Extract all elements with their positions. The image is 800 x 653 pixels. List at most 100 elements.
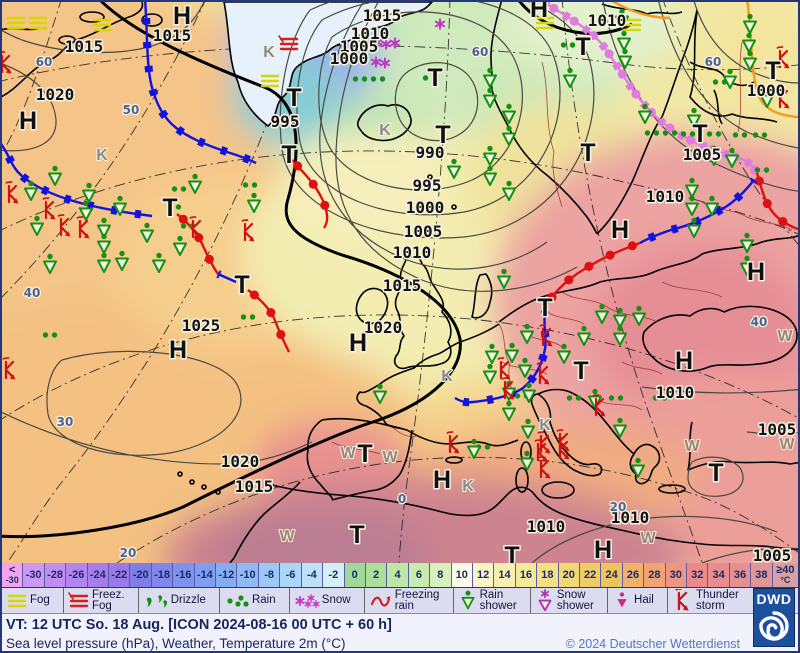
scale-cell: -14 — [194, 563, 217, 587]
graticule-label: 40 — [24, 286, 41, 300]
pressure-label: 1005 — [753, 546, 792, 563]
high-center-label: H — [349, 329, 367, 357]
graticule-label: 60 — [472, 45, 489, 59]
pressure-label: 990 — [416, 143, 445, 162]
rain-icon — [227, 594, 249, 607]
low-center-label: T — [357, 440, 372, 468]
pressure-label: 1015 — [153, 26, 192, 45]
graticule-label: 20 — [120, 546, 137, 560]
air-mass-letter: W — [684, 438, 700, 455]
high-center-label: H — [747, 258, 765, 286]
scale-cell: ≥40 °C — [772, 563, 798, 587]
copyright-text: © 2024 Deutscher Wetterdienst — [565, 636, 740, 651]
low-center-label: T — [281, 141, 296, 169]
weather-map-svg: 1015101510201015101010051000995990995101… — [2, 2, 798, 563]
scale-cell: -24 — [87, 563, 110, 587]
graticule-label: 0 — [398, 492, 406, 506]
low-center-label: T — [286, 84, 301, 112]
front-warm — [172, 209, 223, 279]
scale-cell: 10 — [451, 563, 473, 587]
low-center-label: T — [427, 64, 442, 92]
graticule — [2, 2, 798, 563]
air-mass-letter: K — [441, 368, 453, 385]
temperature-shading — [2, 2, 798, 563]
pressure-label: 1010 — [588, 11, 627, 30]
pressure-label: 1005 — [404, 222, 443, 241]
scale-cell: 12 — [472, 563, 495, 587]
pressure-label: 1010 — [527, 517, 566, 536]
scale-cell: -22 — [109, 563, 131, 587]
air-mass-letter: K — [96, 147, 108, 164]
scale-cell: 30 — [665, 563, 687, 587]
high-center-label: H — [173, 2, 191, 30]
air-mass-letter: W — [279, 528, 295, 545]
low-center-label: T — [708, 459, 723, 487]
legend-item-snow-shower: Snow shower — [531, 588, 609, 613]
high-center-label: H — [530, 2, 548, 23]
graticule-label: 40 — [751, 315, 768, 329]
air-mass-letter: W — [779, 436, 795, 453]
legend-item-freezing-fog: Freez. Fog — [64, 588, 139, 613]
front-warm — [543, 238, 645, 308]
scale-cell: 4 — [387, 563, 409, 587]
drizzle-icon — [146, 594, 167, 608]
high-center-label: H — [19, 107, 37, 135]
high-center-label: H — [611, 216, 629, 244]
pressure-label: 1005 — [340, 37, 379, 56]
low-center-label: T — [162, 194, 177, 222]
scale-cell: 22 — [579, 563, 602, 587]
low-center-label: T — [575, 33, 590, 61]
hail-icon — [617, 591, 627, 607]
scale-cell: 2 — [365, 563, 388, 587]
pressure-label: 1000 — [406, 198, 445, 217]
pressure-label: 1005 — [758, 420, 797, 439]
scale-cell: 14 — [494, 563, 516, 587]
legend-item-drizzle: Drizzle — [139, 588, 220, 613]
weather-map: 1015 1015 1020 1015 1010 1005 1000 995 990 995 101… — [2, 2, 798, 563]
major-isobars — [2, 2, 633, 539]
scale-cell: -6 — [280, 563, 302, 587]
high-center-label: H — [675, 347, 693, 375]
pressure-label: 995 — [413, 176, 442, 195]
pressure-label: 1020 — [36, 85, 75, 104]
scale-cell: 32 — [687, 563, 709, 587]
scale-cell: 26 — [622, 563, 645, 587]
legend-item-rain-shower: Rain shower — [454, 588, 531, 613]
scale-cell: 24 — [601, 563, 623, 587]
scale-cell: -16 — [173, 563, 195, 587]
pressure-label: 1015 — [65, 37, 104, 56]
scale-cell: 16 — [515, 563, 538, 587]
map-labels-layer: 1015101510201015101010051000995990995101… — [17, 2, 797, 563]
valid-time-line: VT: 12 UTC So. 18 Aug. [ICON 2024-08-16 … — [2, 614, 798, 635]
freezing-rain-icon — [370, 594, 392, 607]
scale-cell: -4 — [301, 563, 324, 587]
scale-cell: 6 — [408, 563, 431, 587]
dwd-logo: DWD — [753, 588, 795, 647]
legend-item-rain: Rain — [220, 588, 290, 613]
snow-icon — [295, 593, 320, 608]
scale-cell: -26 — [66, 563, 88, 587]
weather-legend: Fog Freez. Fog Drizzle Rain Snow Freez — [2, 588, 798, 614]
rain-shower-icon — [461, 589, 475, 609]
low-center-label: T — [234, 271, 249, 299]
legend-item-freezing-rain: Freezing rain — [365, 588, 454, 613]
scale-cell: -12 — [216, 563, 238, 587]
front-warm — [752, 168, 798, 234]
low-center-label: T — [692, 120, 707, 148]
high-center-label: H — [169, 336, 187, 364]
air-mass-letter: W — [777, 328, 793, 345]
chart-description-line: Sea level pressure (hPa), Weather, Tempe… — [2, 635, 798, 651]
pressure-label: 1015 — [363, 6, 402, 25]
front-warm — [287, 155, 332, 233]
dwd-logo-text: DWD — [756, 591, 792, 607]
scale-cell: 38 — [751, 563, 773, 587]
pressure-label: 1000 — [330, 49, 369, 68]
front-cold — [216, 270, 238, 286]
front-orange — [611, 2, 671, 20]
chart-description-text: Sea level pressure (hPa), Weather, Tempe… — [6, 636, 346, 651]
pressure-label: 1005 — [683, 145, 722, 164]
pressure-label: 1010 — [646, 187, 685, 206]
legend-item-snow: Snow — [290, 588, 365, 613]
legend-label: Fog — [30, 594, 50, 607]
